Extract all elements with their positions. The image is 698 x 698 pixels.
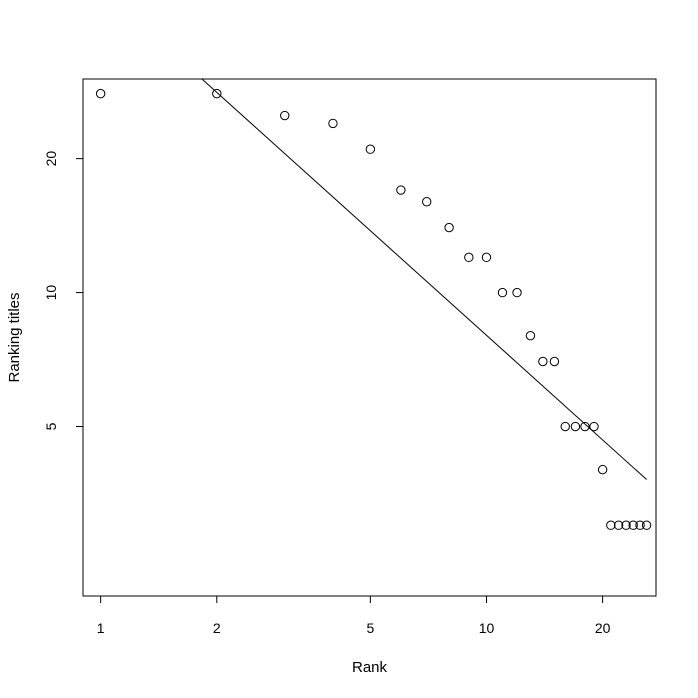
x-tick-label: 2 bbox=[213, 620, 221, 636]
data-point bbox=[560, 421, 570, 432]
data-point bbox=[621, 520, 631, 530]
y-axis-title: Ranking titles bbox=[6, 292, 23, 382]
y-tick-label: 5 bbox=[43, 422, 59, 430]
data-point bbox=[212, 88, 222, 99]
data-point bbox=[422, 197, 432, 207]
y-axis: 5 10 20 bbox=[43, 151, 84, 430]
data-point bbox=[280, 110, 290, 121]
data-point bbox=[497, 287, 508, 298]
data-point bbox=[481, 252, 492, 263]
data-point bbox=[641, 520, 652, 530]
data-point bbox=[549, 356, 560, 367]
data-point bbox=[464, 252, 474, 263]
data-point bbox=[589, 421, 599, 432]
x-tick-label: 20 bbox=[595, 620, 611, 636]
x-tick-label: 10 bbox=[479, 620, 495, 636]
data-point bbox=[444, 222, 454, 233]
fit-line bbox=[201, 79, 647, 480]
x-axis-title: Rank bbox=[352, 659, 388, 676]
data-point bbox=[570, 421, 581, 432]
data-point bbox=[396, 185, 406, 195]
data-point bbox=[635, 520, 645, 530]
x-axis: 1 2 5 10 20 bbox=[97, 595, 611, 636]
data-point bbox=[580, 421, 590, 432]
data-point bbox=[512, 287, 522, 298]
data-point bbox=[538, 356, 548, 367]
plot-frame bbox=[82, 78, 657, 597]
x-tick-label: 5 bbox=[366, 620, 374, 636]
data-point bbox=[525, 330, 536, 341]
y-tick-label: 10 bbox=[43, 285, 59, 301]
data-point bbox=[606, 520, 616, 530]
data-point bbox=[365, 144, 376, 154]
data-point bbox=[328, 118, 338, 129]
data-point bbox=[95, 88, 106, 99]
y-tick-label: 20 bbox=[43, 151, 59, 167]
data-point bbox=[613, 520, 624, 530]
data-point bbox=[628, 520, 638, 530]
x-tick-label: 1 bbox=[97, 620, 105, 636]
plot-area bbox=[95, 79, 652, 530]
data-point bbox=[597, 464, 608, 475]
